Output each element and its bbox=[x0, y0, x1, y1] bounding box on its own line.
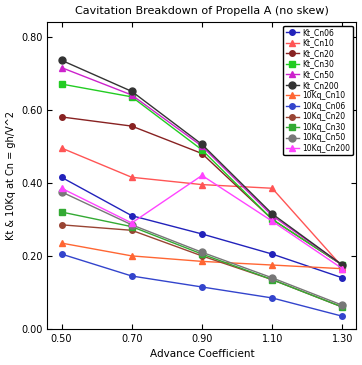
Kt_Cn06 bbox=[340, 276, 345, 280]
Kt_Cn30 bbox=[130, 95, 134, 99]
Kt_Cn10 bbox=[340, 265, 345, 269]
Y-axis label: Kt & 10Kq at Cn = gh/V^2: Kt & 10Kq at Cn = gh/V^2 bbox=[5, 111, 16, 240]
Kt_Cn50 bbox=[200, 144, 204, 149]
Kt_Cn10 bbox=[130, 175, 134, 180]
Kt_Cn10 bbox=[200, 182, 204, 187]
Line: Kt_Cn50: Kt_Cn50 bbox=[58, 64, 346, 269]
Kt_Cn06 bbox=[200, 232, 204, 236]
Kt_Cn06 bbox=[130, 214, 134, 218]
Kt_Cn20 bbox=[270, 217, 274, 222]
10Kq_Cn10 bbox=[270, 263, 274, 267]
Kt_Cn50 bbox=[270, 214, 274, 218]
10Kq_Cn10 bbox=[340, 266, 345, 271]
10Kq_Cn20 bbox=[59, 223, 64, 227]
10Kq_Cn10 bbox=[200, 259, 204, 264]
Kt_Cn10 bbox=[59, 146, 64, 150]
Line: Kt_Cn20: Kt_Cn20 bbox=[59, 114, 345, 268]
10Kq_Cn50 bbox=[59, 190, 64, 194]
10Kq_Cn10 bbox=[130, 254, 134, 258]
Kt_Cn20 bbox=[130, 124, 134, 128]
10Kq_Cn20 bbox=[270, 277, 274, 282]
X-axis label: Advance Coefficient: Advance Coefficient bbox=[150, 349, 254, 360]
10Kq_Cn50 bbox=[130, 223, 134, 227]
Kt_Cn30 bbox=[340, 263, 345, 267]
Line: 10Kq_Cn200: 10Kq_Cn200 bbox=[58, 172, 346, 272]
10Kq_Cn20 bbox=[130, 228, 134, 233]
Line: 10Kq_Cn30: 10Kq_Cn30 bbox=[58, 208, 346, 311]
Kt_Cn20 bbox=[340, 263, 345, 267]
Line: 10Kq_Cn06: 10Kq_Cn06 bbox=[59, 251, 345, 319]
Line: Kt_Cn06: Kt_Cn06 bbox=[59, 174, 345, 281]
10Kq_Cn200 bbox=[59, 186, 64, 191]
10Kq_Cn30 bbox=[200, 252, 204, 256]
10Kq_Cn50 bbox=[340, 303, 345, 307]
10Kq_Cn200 bbox=[130, 221, 134, 225]
10Kq_Cn30 bbox=[59, 210, 64, 214]
Kt_Cn30 bbox=[200, 148, 204, 152]
Kt_Cn50 bbox=[59, 65, 64, 70]
Kt_Cn200 bbox=[200, 142, 204, 147]
Kt_Cn10 bbox=[270, 186, 274, 191]
10Kq_Cn06 bbox=[59, 252, 64, 256]
Line: Kt_Cn10: Kt_Cn10 bbox=[58, 145, 346, 270]
10Kq_Cn200 bbox=[340, 266, 345, 271]
Kt_Cn30 bbox=[59, 82, 64, 86]
Line: Kt_Cn200: Kt_Cn200 bbox=[58, 57, 346, 269]
10Kq_Cn30 bbox=[130, 224, 134, 229]
10Kq_Cn200 bbox=[270, 219, 274, 223]
Kt_Cn06 bbox=[59, 175, 64, 180]
Line: 10Kq_Cn10: 10Kq_Cn10 bbox=[58, 240, 346, 272]
10Kq_Cn200 bbox=[200, 173, 204, 178]
10Kq_Cn20 bbox=[200, 254, 204, 258]
10Kq_Cn06 bbox=[130, 274, 134, 278]
10Kq_Cn20 bbox=[340, 305, 345, 309]
Kt_Cn200 bbox=[59, 58, 64, 62]
Kt_Cn200 bbox=[340, 263, 345, 267]
Kt_Cn20 bbox=[59, 115, 64, 119]
10Kq_Cn50 bbox=[270, 276, 274, 280]
Kt_Cn20 bbox=[200, 151, 204, 156]
10Kq_Cn30 bbox=[340, 305, 345, 309]
10Kq_Cn10 bbox=[59, 241, 64, 245]
Line: 10Kq_Cn20: 10Kq_Cn20 bbox=[59, 222, 345, 310]
10Kq_Cn06 bbox=[200, 285, 204, 289]
Kt_Cn200 bbox=[270, 212, 274, 216]
Kt_Cn06 bbox=[270, 252, 274, 256]
Kt_Cn50 bbox=[340, 263, 345, 267]
10Kq_Cn50 bbox=[200, 250, 204, 254]
10Kq_Cn06 bbox=[270, 296, 274, 300]
Title: Cavitation Breakdown of Propella A (no skew): Cavitation Breakdown of Propella A (no s… bbox=[75, 5, 329, 16]
10Kq_Cn06 bbox=[340, 314, 345, 318]
Line: 10Kq_Cn50: 10Kq_Cn50 bbox=[58, 188, 346, 309]
Kt_Cn50 bbox=[130, 93, 134, 97]
Kt_Cn200 bbox=[130, 89, 134, 93]
Legend: Kt_Cn06, Kt_Cn10, Kt_Cn20, Kt_Cn30, Kt_Cn50, Kt_Cn200, 10Kq_Cn10, 10Kq_Cn06, 10K: Kt_Cn06, Kt_Cn10, Kt_Cn20, Kt_Cn30, Kt_C… bbox=[283, 26, 353, 155]
Line: Kt_Cn30: Kt_Cn30 bbox=[58, 81, 346, 269]
Kt_Cn30 bbox=[270, 217, 274, 222]
10Kq_Cn30 bbox=[270, 277, 274, 282]
